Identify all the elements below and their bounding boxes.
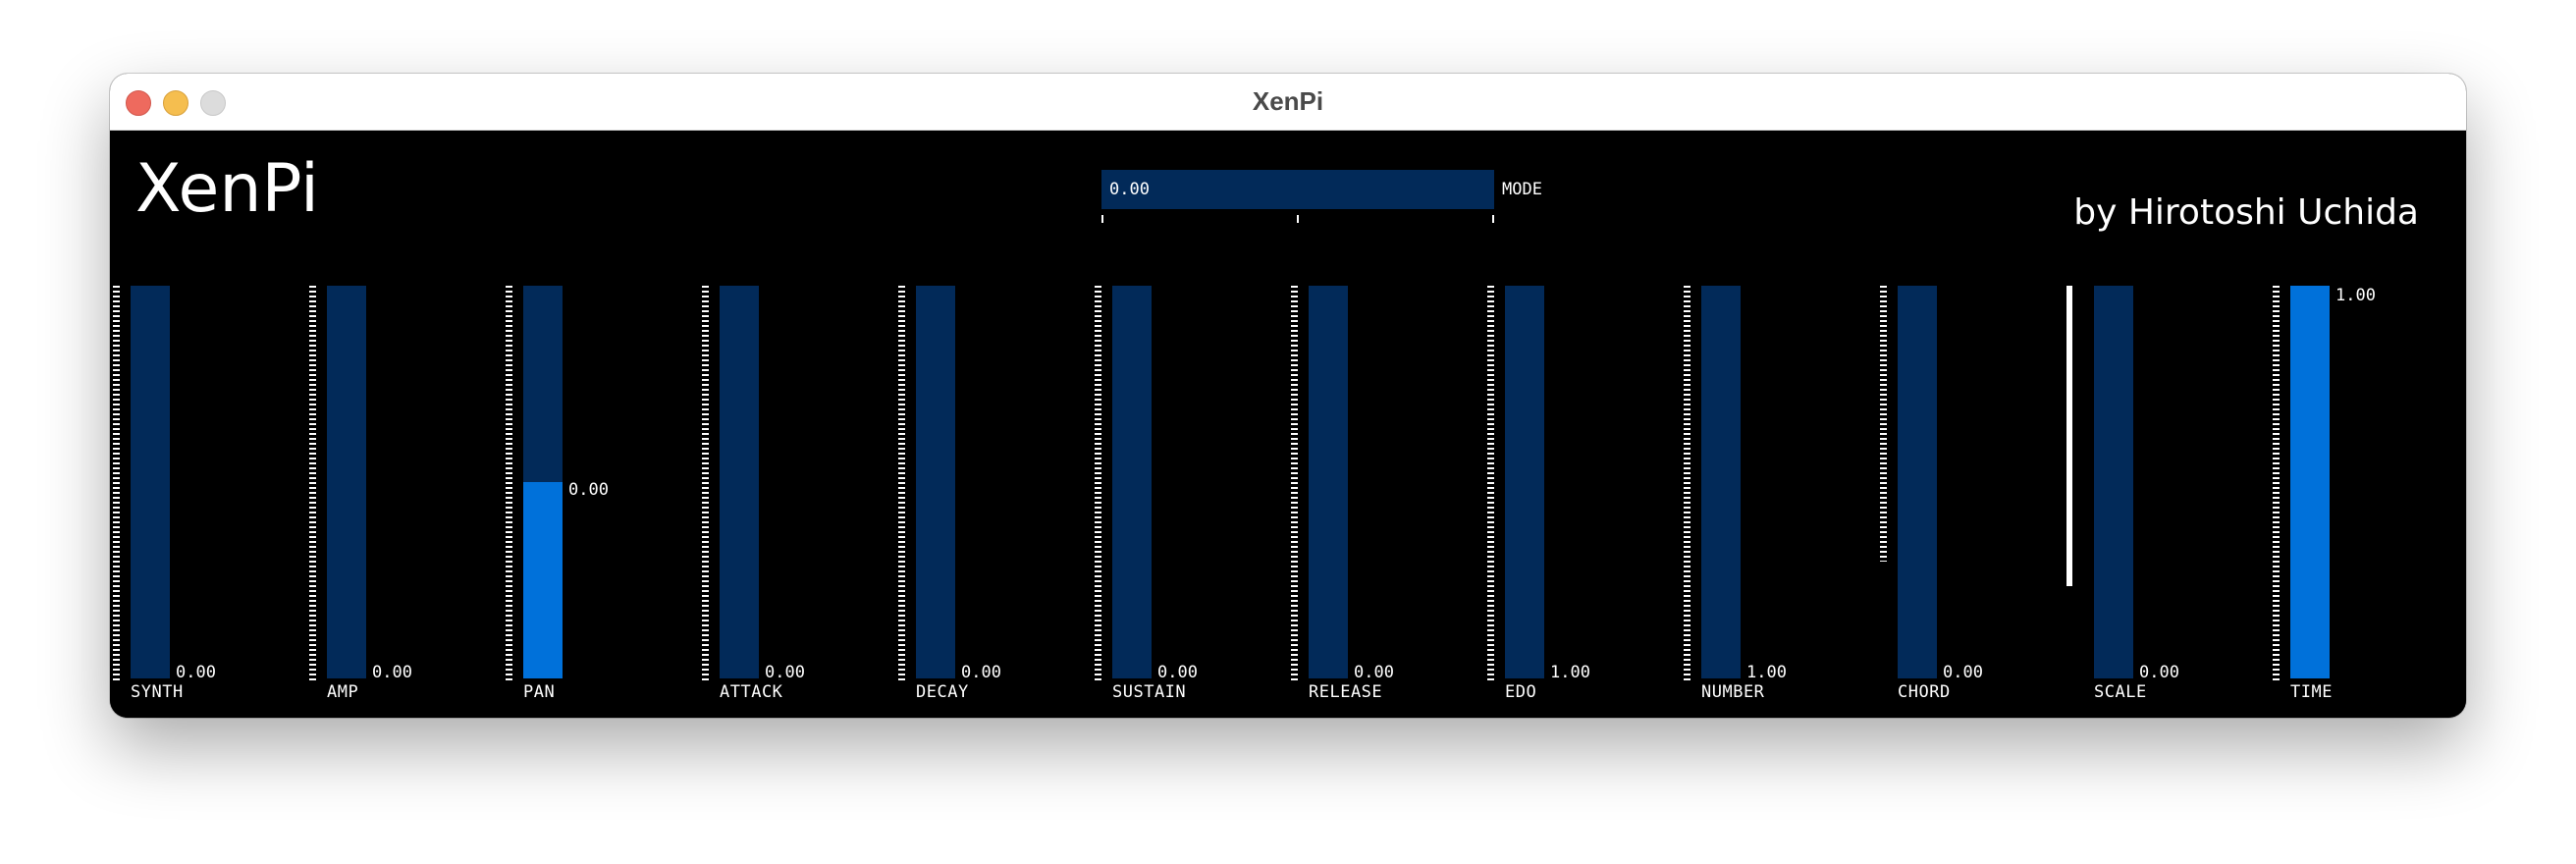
mode-tick <box>1297 215 1299 223</box>
slider-scale <box>1684 286 1690 680</box>
slider-label: SYNTH <box>131 682 184 702</box>
mode-label: MODE <box>1502 180 1542 199</box>
slider-scale <box>898 286 905 680</box>
author-credit: by Hirotoshi Uchida <box>2073 192 2419 233</box>
slider-decay[interactable]: 0.00 DECAY <box>898 286 1095 708</box>
slider-chord[interactable]: 0.00 CHORD <box>1880 286 2076 708</box>
slider-value: 1.00 <box>1746 663 1787 682</box>
window-title: XenPi <box>1252 86 1324 116</box>
mode-tick <box>1101 215 1103 223</box>
app-title: XenPi <box>135 150 319 228</box>
slider-value: 0.00 <box>176 663 216 682</box>
slider-track[interactable] <box>1898 286 1937 678</box>
slider-time[interactable]: 1.00 TIME <box>2273 286 2466 708</box>
slider-track[interactable] <box>916 286 955 678</box>
slider-label: AMP <box>327 682 359 702</box>
slider-scale <box>702 286 709 680</box>
slider-label: TIME <box>2290 682 2333 702</box>
slider-scale <box>2273 286 2280 680</box>
mode-slider[interactable]: 0.00 <box>1101 170 1494 209</box>
minimize-window-button[interactable] <box>163 90 188 116</box>
slider-value: 0.00 <box>1157 663 1198 682</box>
slider-label: DECAY <box>916 682 969 702</box>
slider-track[interactable] <box>327 286 366 678</box>
slider-track[interactable] <box>2290 286 2330 678</box>
slider-synth[interactable]: 0.00 SYNTH <box>113 286 309 708</box>
slider-label: CHORD <box>1898 682 1951 702</box>
slider-scale <box>1880 286 1887 562</box>
slider-edo[interactable]: 1.00 EDO <box>1487 286 1684 708</box>
slider-scale <box>506 286 512 680</box>
slider-value: 0.00 <box>372 663 412 682</box>
slider-value: 0.00 <box>1354 663 1394 682</box>
slider-scale <box>2066 286 2072 586</box>
close-window-button[interactable] <box>126 90 151 116</box>
slider-value: 1.00 <box>1550 663 1590 682</box>
slider-label: SCALE <box>2094 682 2147 702</box>
slider-value: 0.00 <box>961 663 1001 682</box>
slider-pan[interactable]: 0.00 PAN <box>506 286 702 708</box>
slider-scale <box>309 286 316 680</box>
slider-label: EDO <box>1505 682 1537 702</box>
slider-scale <box>1487 286 1494 680</box>
app-window: XenPi XenPi by Hirotoshi Uchida 0.00 MOD… <box>110 74 2466 718</box>
slider-label: RELEASE <box>1309 682 1383 702</box>
title-bar[interactable]: XenPi <box>110 74 2466 131</box>
slider-label: PAN <box>523 682 556 702</box>
slider-number[interactable]: 1.00 NUMBER <box>1684 286 1880 708</box>
slider-scale <box>113 286 120 680</box>
slider-attack[interactable]: 0.00 ATTACK <box>702 286 898 708</box>
slider-value: 0.00 <box>1943 663 1983 682</box>
slider-scale <box>1291 286 1298 680</box>
slider-track[interactable] <box>1112 286 1152 678</box>
slider-track[interactable] <box>1505 286 1544 678</box>
mode-tick <box>1492 215 1494 223</box>
slider-value: 0.00 <box>568 480 609 500</box>
slider-track[interactable] <box>720 286 759 678</box>
mode-value: 0.00 <box>1109 180 1150 199</box>
zoom-window-button[interactable] <box>200 90 226 116</box>
slider-track[interactable] <box>1701 286 1741 678</box>
slider-track[interactable] <box>523 286 563 678</box>
slider-amp[interactable]: 0.00 AMP <box>309 286 506 708</box>
slider-fill <box>2290 286 2330 678</box>
app-canvas: XenPi by Hirotoshi Uchida 0.00 MODE 0.00… <box>110 131 2466 718</box>
slider-scale <box>1095 286 1101 680</box>
slider-release[interactable]: 0.00 RELEASE <box>1291 286 1487 708</box>
slider-value: 1.00 <box>2335 286 2376 305</box>
slider-track[interactable] <box>2094 286 2133 678</box>
slider-label: ATTACK <box>720 682 783 702</box>
slider-fill <box>523 482 563 678</box>
slider-label: NUMBER <box>1701 682 1765 702</box>
slider-scale[interactable]: 0.00 SCALE <box>2066 286 2273 708</box>
slider-sustain[interactable]: 0.00 SUSTAIN <box>1095 286 1291 708</box>
slider-value: 0.00 <box>765 663 805 682</box>
slider-label: SUSTAIN <box>1112 682 1187 702</box>
slider-track[interactable] <box>1309 286 1348 678</box>
slider-value: 0.00 <box>2139 663 2179 682</box>
slider-track[interactable] <box>131 286 170 678</box>
